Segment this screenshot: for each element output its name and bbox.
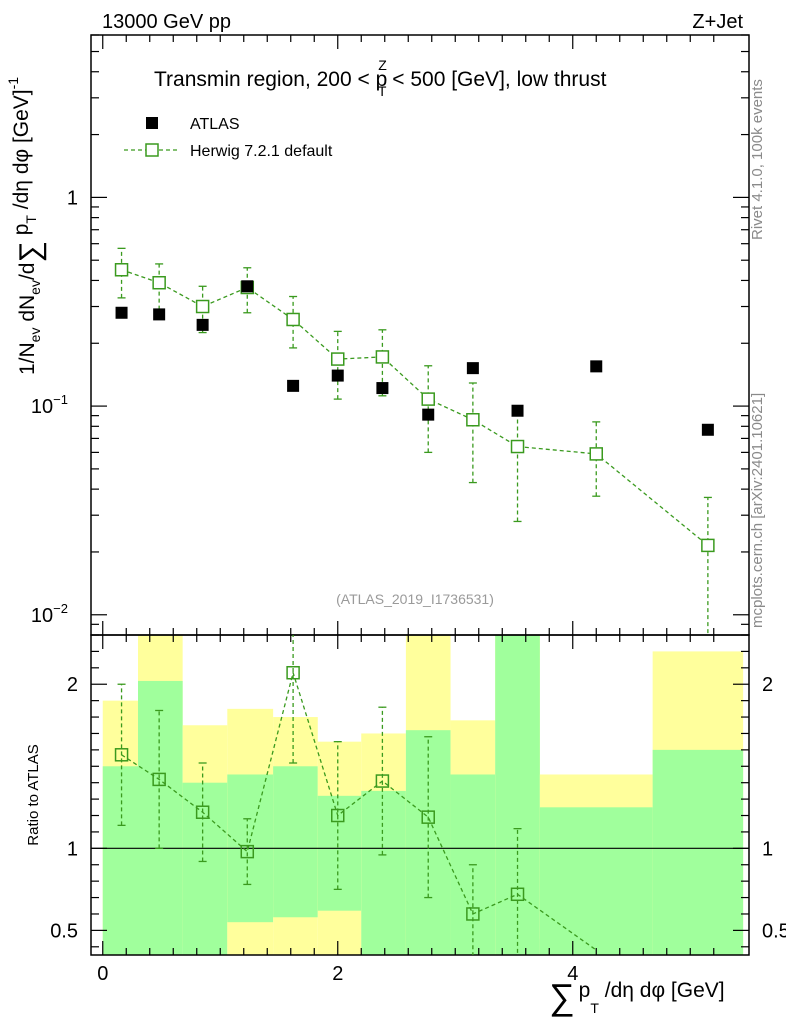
ratio-y-tick-label: 1 [67, 838, 78, 860]
herwig-point [421, 392, 435, 406]
atlas-point [466, 362, 479, 375]
atlas-point [115, 306, 128, 319]
band-inner [317, 795, 362, 911]
main-y-axis-label: 1/Nev dNev/d∑ pT /dη dφ [GeV]-1 [5, 77, 47, 375]
main-y-tick-label: 10−1 [31, 392, 68, 418]
herwig-point [510, 439, 525, 454]
atlas-point [196, 318, 209, 331]
ratio-point [240, 844, 255, 859]
band-inner [138, 680, 183, 955]
herwig-point [701, 538, 715, 553]
atlas-point [153, 308, 166, 321]
legend-herwig-label: Herwig 7.2.1 default [190, 143, 333, 160]
band-inner [361, 790, 406, 955]
main-y-tick-label: 10−2 [31, 601, 68, 627]
herwig-point [286, 312, 300, 327]
band-inner [273, 766, 318, 918]
ratio-point [114, 748, 129, 762]
band-inner [182, 782, 228, 955]
main-y-tick-label: 1 [67, 187, 78, 209]
ratio-point [286, 665, 300, 680]
herwig-point [375, 350, 390, 364]
ratio-y-tick-label-right: 2 [762, 674, 773, 696]
ratio-point [375, 774, 390, 788]
chart-title: Transmin region, 200 < pZ T < 500 [GeV], … [154, 57, 607, 99]
atlas-point [287, 379, 300, 392]
analysis-watermark: (ATLAS_2019_I1736531) [336, 591, 494, 607]
atlas-point [241, 280, 254, 293]
legend: ATLAS Herwig 7.2.1 default [124, 116, 333, 160]
x-tick-label: 4 [567, 963, 578, 985]
x-axis-label: ∑ pT /dη dφ [GeV] [549, 976, 725, 1017]
legend-herwig-marker [145, 143, 159, 157]
legend-atlas-label: ATLAS [190, 116, 240, 133]
process-label: Z+Jet [692, 11, 743, 33]
ratio-y-tick-label: 2 [67, 674, 78, 696]
atlas-point [511, 404, 524, 417]
atlas-point [376, 382, 389, 395]
atlas-point [331, 369, 344, 382]
ratio-y-axis-label: Ratio to ATLAS [25, 744, 42, 845]
rivet-version-label: Rivet 4.1.0, 100k events [749, 79, 766, 240]
ratio-point [421, 810, 435, 824]
herwig-point [195, 299, 210, 314]
ratio-axis-ticks: 0.5 0.5 1 1 2 2 0 2 4 [50, 635, 786, 985]
ratio-point [466, 907, 480, 921]
herwig-point [589, 447, 603, 461]
herwig-point [331, 352, 345, 366]
ratio-point [195, 805, 210, 819]
herwig-point [466, 413, 480, 427]
band-inner [102, 766, 138, 955]
herwig-point [114, 263, 129, 277]
legend-atlas-marker [146, 117, 158, 129]
band-inner [539, 807, 653, 955]
herwig-line [121, 269, 709, 546]
ratio-uncertainty-bands [102, 635, 744, 955]
atlas-point [422, 408, 435, 421]
atlas-point [590, 360, 603, 373]
main-axis-ticks: 1 10−1 10−2 [31, 34, 749, 636]
ratio-y-tick-label-right: 1 [762, 838, 773, 860]
ratio-point [331, 808, 345, 823]
herwig-ratio-series [114, 635, 597, 955]
atlas-point [701, 423, 714, 436]
ratio-point [152, 772, 166, 787]
atlas-series [115, 280, 714, 436]
x-tick-label: 0 [97, 963, 108, 985]
band-inner [652, 749, 744, 955]
mcplots-url-label: mcplots.cern.ch [arXiv:2401.10621] [749, 393, 766, 628]
energy-label: 13000 GeV pp [102, 11, 231, 33]
x-tick-label: 2 [332, 963, 343, 985]
herwig-point [152, 275, 166, 290]
herwig-series [114, 247, 715, 635]
ratio-panel-frame [90, 634, 750, 956]
ratio-y-tick-label-right: 0.5 [762, 920, 786, 942]
ratio-y-tick-label: 0.5 [50, 920, 78, 942]
ratio-point [510, 887, 525, 902]
